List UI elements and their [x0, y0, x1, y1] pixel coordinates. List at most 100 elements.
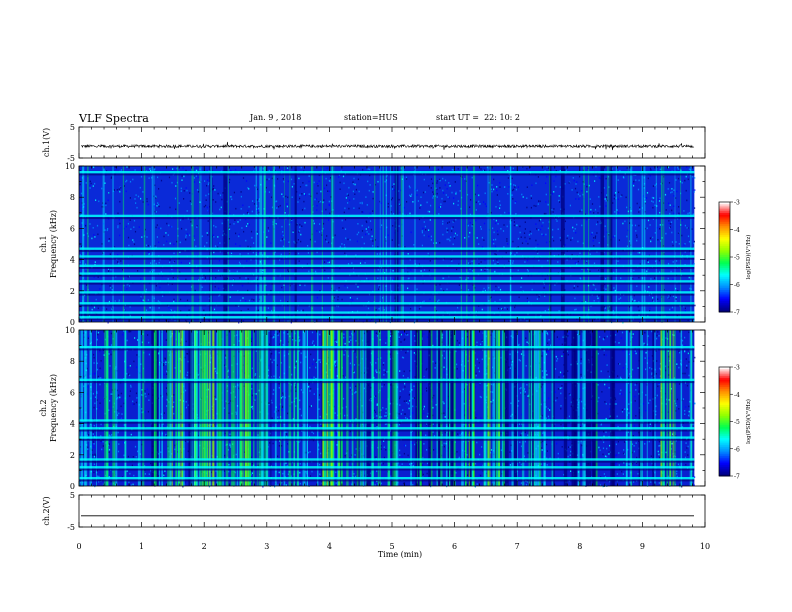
spectrogram-pixel — [108, 270, 110, 272]
spectrogram-pixel — [420, 196, 422, 198]
spectrogram-pixel — [257, 209, 259, 212]
spectrogram-pixel — [530, 197, 532, 200]
spectrogram-pixel — [97, 276, 99, 278]
spectrogram-pixel — [629, 206, 631, 209]
spectrogram-pixel — [616, 415, 618, 418]
spectrogram-pixel — [254, 167, 256, 170]
spectrogram-pixel — [657, 331, 659, 333]
spectrogram-pixel — [401, 223, 403, 226]
spectrogram-pixel — [375, 395, 377, 397]
spectrogram-pixel — [608, 375, 611, 378]
spectrogram-pixel — [558, 310, 560, 312]
spectrogram-pixel — [490, 391, 492, 393]
spectrogram-pixel — [422, 191, 425, 194]
spectrogram-pixel — [478, 194, 480, 197]
spectrogram-pixel — [681, 426, 684, 428]
spectrogram-pixel — [439, 242, 441, 244]
spectrogram-sferic — [112, 166, 114, 322]
spectrogram-pixel — [660, 183, 662, 185]
spectrogram-pixel — [190, 203, 192, 205]
spectrogram-pixel — [659, 444, 661, 447]
spectrogram-pixel — [172, 276, 174, 279]
spectrogram-pixel — [467, 463, 469, 466]
spectrogram-pixel — [579, 425, 582, 428]
spectrogram-pixel — [466, 223, 468, 226]
spectrogram-pixel — [676, 398, 679, 401]
spectrogram-pixel — [268, 169, 270, 172]
spectrogram-pixel — [373, 481, 375, 484]
spectrogram-pixel — [321, 230, 323, 232]
spectrogram-pixel — [622, 366, 624, 369]
spectrogram-pixel — [649, 224, 651, 226]
spectrogram-pixel — [466, 336, 468, 338]
spectrogram-pixel — [455, 191, 457, 194]
spectrogram-pixel — [279, 259, 281, 261]
spectrogram-pixel — [506, 238, 508, 240]
spectrogram-pixel — [512, 240, 514, 243]
spectrogram-pixel — [238, 261, 241, 264]
spectrogram-pixel — [665, 209, 667, 211]
spectrogram-pixel — [328, 219, 330, 221]
spectrogram-pixel — [559, 201, 561, 203]
spectrogram-band — [79, 302, 695, 305]
spectrogram-band — [79, 247, 695, 250]
spectrogram-pixel — [87, 382, 89, 385]
spectrogram-pixel — [146, 388, 148, 391]
spectrogram-pixel — [384, 423, 386, 426]
spectrogram-pixel — [684, 309, 686, 312]
spectrogram-pixel — [349, 457, 351, 459]
spectrogram-pixel — [546, 166, 548, 168]
spectrogram-sferic — [627, 166, 629, 322]
spectrogram-pixel — [361, 236, 363, 239]
spectrogram-pixel — [404, 245, 406, 248]
spectrogram-pixel — [659, 227, 661, 230]
spectrogram-pixel — [243, 230, 245, 233]
spectrogram-pixel — [575, 262, 577, 264]
spectrogram-pixel — [676, 473, 678, 475]
spectrogram-pixel — [454, 181, 456, 183]
spectrogram-pixel — [123, 402, 125, 405]
spectrogram-pixel — [287, 196, 289, 199]
spectrogram-pixel — [191, 224, 193, 227]
spectrogram-pixel — [675, 410, 677, 412]
spectrogram-pixel — [683, 244, 685, 246]
spectrogram-pixel — [148, 473, 150, 475]
spectrogram-pixel — [219, 242, 221, 244]
spectrogram-pixel — [528, 234, 530, 236]
spectrogram-pixel — [149, 168, 151, 170]
spectrogram-sferic — [382, 166, 384, 322]
spectrogram-pixel — [663, 176, 665, 178]
spectrogram-pixel — [335, 340, 337, 342]
spectrogram-pixel — [128, 481, 130, 484]
spectrogram-pixel — [678, 408, 680, 410]
spectrogram-dark-column — [600, 166, 604, 322]
spectrogram-pixel — [365, 233, 367, 236]
spectrogram-pixel — [689, 169, 692, 171]
spectrogram-pixel — [251, 472, 253, 474]
spectrogram-pixel — [430, 204, 432, 207]
spectrogram-pixel — [254, 373, 257, 375]
spectrogram-pixel — [104, 203, 106, 205]
spectrogram-pixel — [542, 431, 544, 433]
spectrogram-pixel — [636, 236, 638, 238]
spectrogram-pixel — [391, 197, 394, 199]
spectrogram-pixel — [282, 472, 284, 475]
spectrogram-pixel — [540, 228, 542, 231]
spectrogram-pixel — [488, 300, 490, 302]
spectrogram-pixel — [117, 261, 119, 263]
spectrogram-pixel — [679, 351, 681, 354]
spectrogram-pixel — [603, 473, 605, 475]
spectrogram-pixel — [224, 454, 226, 457]
spectrogram-pixel — [655, 252, 658, 254]
spectrogram-pixel — [645, 418, 648, 420]
spectrogram-pixel — [641, 277, 644, 279]
spectrogram-pixel — [475, 201, 477, 204]
spectrogram-pixel — [495, 238, 497, 241]
spectrogram-pixel — [247, 223, 249, 225]
spectrogram-pixel — [379, 411, 381, 414]
spectrogram-pixel — [313, 181, 315, 184]
spectrogram-pixel — [507, 193, 509, 195]
spectrogram-pixel — [87, 448, 89, 450]
spectrogram-pixel — [661, 182, 663, 185]
